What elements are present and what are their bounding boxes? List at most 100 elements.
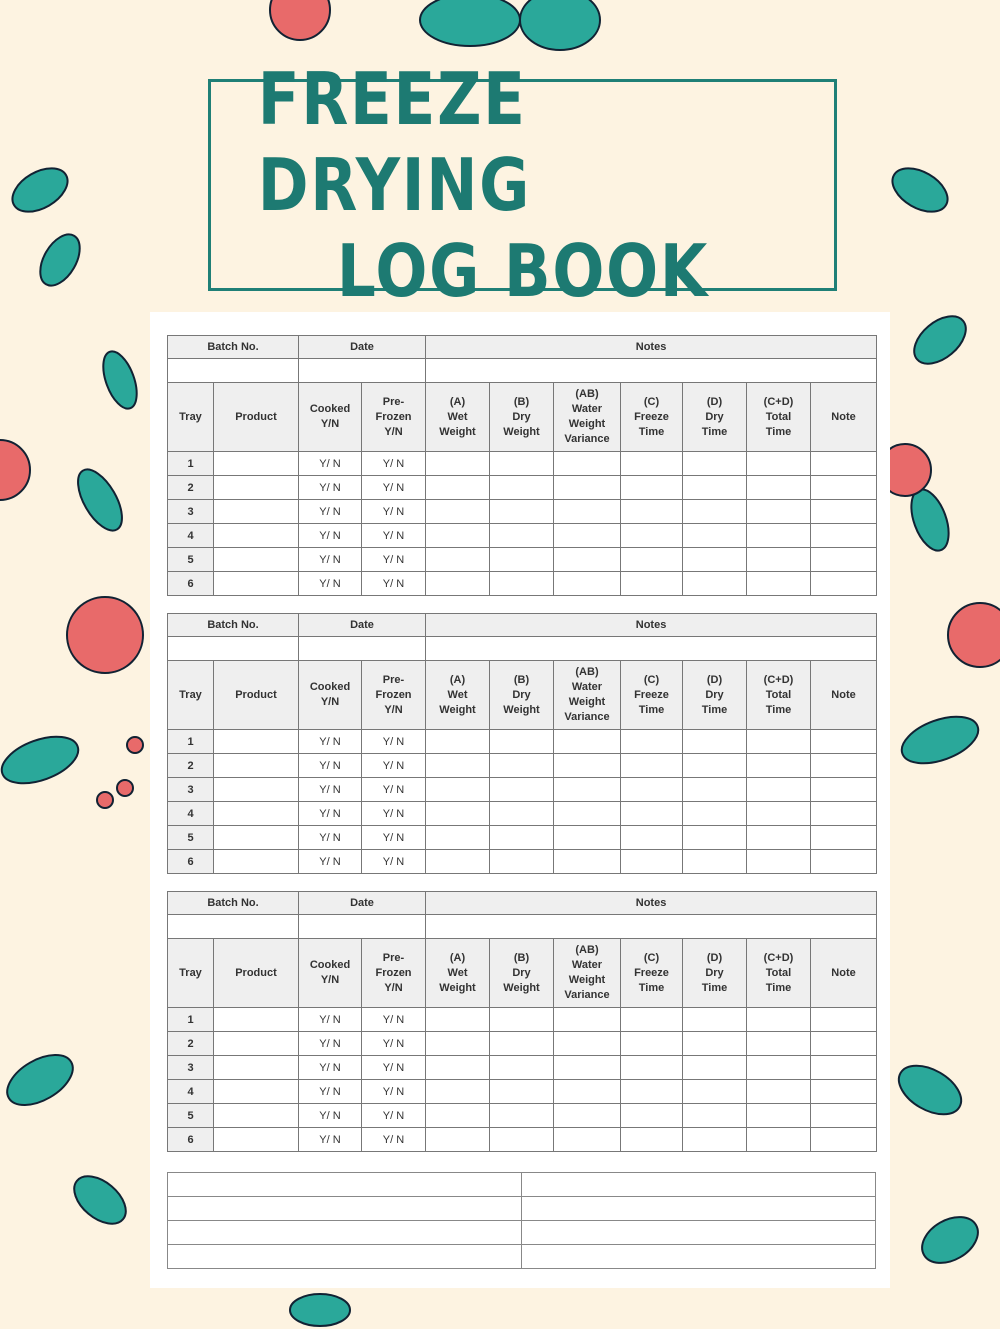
entry-cell[interactable] bbox=[425, 1007, 490, 1032]
entry-cell[interactable] bbox=[425, 753, 490, 778]
entry-cell[interactable] bbox=[682, 729, 747, 754]
entry-cell[interactable] bbox=[746, 1031, 811, 1056]
entry-cell[interactable] bbox=[682, 571, 747, 596]
notes-line-left[interactable] bbox=[167, 1196, 522, 1221]
entry-cell[interactable] bbox=[809, 451, 878, 476]
entry-cell[interactable] bbox=[425, 499, 490, 524]
cooked-yn-field[interactable]: Y/ N bbox=[298, 825, 362, 850]
entry-cell[interactable] bbox=[620, 1031, 683, 1056]
entry-cell[interactable] bbox=[213, 1079, 299, 1104]
notes-field[interactable] bbox=[424, 358, 878, 383]
entry-cell[interactable] bbox=[425, 1055, 490, 1080]
entry-cell[interactable] bbox=[620, 1055, 683, 1080]
cooked-yn-field[interactable]: Y/ N bbox=[298, 475, 362, 500]
entry-cell[interactable] bbox=[746, 1103, 811, 1128]
entry-cell[interactable] bbox=[809, 1103, 878, 1128]
entry-cell[interactable] bbox=[746, 729, 811, 754]
batch-no-field[interactable] bbox=[167, 358, 299, 383]
entry-cell[interactable] bbox=[809, 1079, 878, 1104]
entry-cell[interactable] bbox=[425, 547, 490, 572]
entry-cell[interactable] bbox=[425, 571, 490, 596]
cooked-yn-field[interactable]: Y/ N bbox=[298, 1055, 362, 1080]
entry-cell[interactable] bbox=[213, 475, 299, 500]
entry-cell[interactable] bbox=[425, 801, 490, 826]
entry-cell[interactable] bbox=[489, 1079, 554, 1104]
entry-cell[interactable] bbox=[682, 1031, 747, 1056]
entry-cell[interactable] bbox=[809, 1007, 878, 1032]
entry-cell[interactable] bbox=[809, 729, 878, 754]
entry-cell[interactable] bbox=[746, 1127, 811, 1152]
prefrozen-yn-field[interactable]: Y/ N bbox=[361, 777, 426, 802]
entry-cell[interactable] bbox=[809, 777, 878, 802]
entry-cell[interactable] bbox=[425, 849, 490, 874]
prefrozen-yn-field[interactable]: Y/ N bbox=[361, 1055, 426, 1080]
cooked-yn-field[interactable]: Y/ N bbox=[298, 1103, 362, 1128]
prefrozen-yn-field[interactable]: Y/ N bbox=[361, 849, 426, 874]
entry-cell[interactable] bbox=[553, 753, 621, 778]
entry-cell[interactable] bbox=[213, 1031, 299, 1056]
entry-cell[interactable] bbox=[620, 753, 683, 778]
prefrozen-yn-field[interactable]: Y/ N bbox=[361, 1031, 426, 1056]
entry-cell[interactable] bbox=[682, 849, 747, 874]
entry-cell[interactable] bbox=[620, 1103, 683, 1128]
entry-cell[interactable] bbox=[425, 1031, 490, 1056]
entry-cell[interactable] bbox=[746, 1007, 811, 1032]
entry-cell[interactable] bbox=[682, 1055, 747, 1080]
entry-cell[interactable] bbox=[620, 1007, 683, 1032]
entry-cell[interactable] bbox=[682, 777, 747, 802]
entry-cell[interactable] bbox=[746, 801, 811, 826]
cooked-yn-field[interactable]: Y/ N bbox=[298, 571, 362, 596]
entry-cell[interactable] bbox=[620, 451, 683, 476]
entry-cell[interactable] bbox=[425, 825, 490, 850]
entry-cell[interactable] bbox=[553, 849, 621, 874]
entry-cell[interactable] bbox=[682, 451, 747, 476]
batch-no-field[interactable] bbox=[167, 636, 299, 661]
prefrozen-yn-field[interactable]: Y/ N bbox=[361, 451, 426, 476]
notes-line-right[interactable] bbox=[521, 1172, 876, 1197]
entry-cell[interactable] bbox=[213, 801, 299, 826]
entry-cell[interactable] bbox=[489, 1127, 554, 1152]
entry-cell[interactable] bbox=[746, 451, 811, 476]
cooked-yn-field[interactable]: Y/ N bbox=[298, 499, 362, 524]
entry-cell[interactable] bbox=[682, 753, 747, 778]
entry-cell[interactable] bbox=[489, 825, 554, 850]
entry-cell[interactable] bbox=[489, 753, 554, 778]
prefrozen-yn-field[interactable]: Y/ N bbox=[361, 523, 426, 548]
entry-cell[interactable] bbox=[553, 451, 621, 476]
entry-cell[interactable] bbox=[213, 825, 299, 850]
entry-cell[interactable] bbox=[620, 1127, 683, 1152]
entry-cell[interactable] bbox=[213, 1103, 299, 1128]
entry-cell[interactable] bbox=[682, 475, 747, 500]
entry-cell[interactable] bbox=[213, 777, 299, 802]
entry-cell[interactable] bbox=[489, 801, 554, 826]
cooked-yn-field[interactable]: Y/ N bbox=[298, 1031, 362, 1056]
entry-cell[interactable] bbox=[489, 1007, 554, 1032]
cooked-yn-field[interactable]: Y/ N bbox=[298, 753, 362, 778]
entry-cell[interactable] bbox=[425, 523, 490, 548]
entry-cell[interactable] bbox=[213, 571, 299, 596]
entry-cell[interactable] bbox=[489, 1103, 554, 1128]
entry-cell[interactable] bbox=[682, 1007, 747, 1032]
entry-cell[interactable] bbox=[682, 547, 747, 572]
entry-cell[interactable] bbox=[746, 753, 811, 778]
entry-cell[interactable] bbox=[682, 1103, 747, 1128]
notes-line-right[interactable] bbox=[521, 1220, 876, 1245]
entry-cell[interactable] bbox=[809, 753, 878, 778]
entry-cell[interactable] bbox=[620, 571, 683, 596]
entry-cell[interactable] bbox=[620, 777, 683, 802]
entry-cell[interactable] bbox=[809, 499, 878, 524]
entry-cell[interactable] bbox=[620, 547, 683, 572]
entry-cell[interactable] bbox=[489, 451, 554, 476]
entry-cell[interactable] bbox=[746, 777, 811, 802]
batch-no-field[interactable] bbox=[167, 914, 299, 939]
entry-cell[interactable] bbox=[809, 801, 878, 826]
cooked-yn-field[interactable]: Y/ N bbox=[298, 523, 362, 548]
entry-cell[interactable] bbox=[746, 825, 811, 850]
entry-cell[interactable] bbox=[620, 729, 683, 754]
entry-cell[interactable] bbox=[489, 547, 554, 572]
entry-cell[interactable] bbox=[213, 451, 299, 476]
entry-cell[interactable] bbox=[809, 1055, 878, 1080]
entry-cell[interactable] bbox=[425, 451, 490, 476]
entry-cell[interactable] bbox=[682, 1127, 747, 1152]
date-field[interactable] bbox=[298, 914, 426, 939]
